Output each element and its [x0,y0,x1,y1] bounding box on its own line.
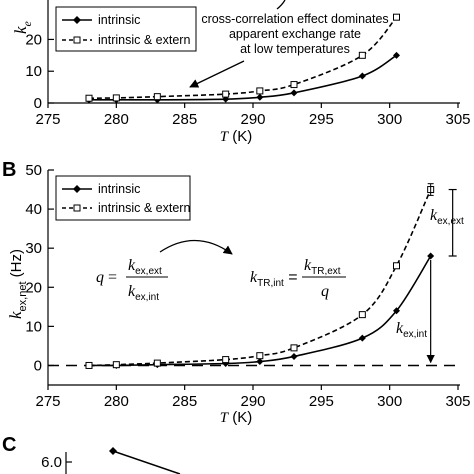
legend-extern-marker [73,204,81,212]
legend-extern-marker [73,36,81,44]
legend-intrinsic-marker [73,16,81,24]
panel-b-intrinsic-point [427,252,435,260]
panel-a-intrinsic-point [290,89,298,97]
panel-a-legend-extern: intrinsic & extern [98,33,190,47]
chart-panel-c: C 6.0 [2,434,181,474]
panel-b-x-tick-label: 275 [35,393,60,410]
formula-q-lhs: q = [96,269,117,286]
panel-a-extern-point [256,87,264,95]
annotation-line-3: at low temperatures [240,42,350,56]
panel-a-extern-point [393,13,400,21]
panel-a-y-tick-label: 0 [34,95,42,112]
panel-b-x-label: T (K) [220,409,253,426]
panel-a-extern-point [85,94,93,102]
panel-b-y-tick-label: 50 [25,162,42,179]
panel-b-extern-point [290,344,298,352]
panel-a-extern-point [358,51,366,59]
chart-panel-b: B kex,net (Hz) 0 10 20 30 40 50 275 280 285 290 2… [2,159,471,426]
panel-b-extern-point [358,311,366,319]
formula-transition-arrow [159,239,233,255]
formula-q: q = kex,ext kex,int [96,257,168,303]
annotation-curve-tail [276,0,286,10]
panel-b-x-tick-label: 280 [104,393,129,410]
panel-b-extern-point [85,361,93,369]
panel-b-extern-point [222,356,230,364]
panel-b-intrinsic-point [290,352,298,360]
panel-a-x-tick-label: 290 [240,111,265,128]
panel-a-x-label: T (K) [220,128,253,145]
panel-b-difference-brackets [426,188,457,364]
panel-c-point [109,447,117,455]
panel-b-x-tick-label: 305 [445,393,470,410]
panel-b-label: B [2,159,16,181]
panel-a-x-tick-label: 300 [377,111,402,128]
annotation-arrow [189,60,245,88]
panel-c-series-line [112,450,181,474]
annotation-line-1: cross-correlation effect dominates [201,12,388,26]
panel-b-x-tick-label: 295 [309,393,334,410]
label-k-ex-ext: kex,ext [430,207,464,227]
panel-a-series-intrinsic-line [89,54,397,101]
chart-panel-a: ke 0 10 20 275 280 285 290 295 300 305 T (K) int… [11,0,471,145]
panel-b-extern-point [112,361,120,369]
panel-a-series-extern-line [88,16,398,100]
panel-b-x-tick-label: 290 [240,393,265,410]
panel-a-legend-intrinsic: intrinsic [98,13,140,27]
panel-a-extern-point [290,81,298,89]
formula-q-denominator: kex,int [128,283,159,303]
panel-b-intrinsic-point [393,307,400,315]
panel-b-y-tick-label: 30 [25,240,42,257]
panel-a-legend-box [55,6,197,52]
legend-intrinsic-marker [73,185,81,193]
panel-b-extern-point [393,262,400,270]
panel-b-legend-intrinsic: intrinsic [98,182,140,196]
panel-a-x-tick-label: 305 [445,111,470,128]
panel-a-extern-point [222,90,230,98]
panel-a-intrinsic-point [256,93,264,101]
panel-a-x-tick-label: 285 [172,111,197,128]
formula-q-numerator: kex,ext [128,257,162,277]
panel-a-y-label: ke [11,20,34,34]
panel-a-y-tick-label: 10 [25,63,42,80]
panel-b-x-tick-label: 300 [377,393,402,410]
formula-ktr-numerator: kTR,ext [304,257,341,277]
panel-c-y-tick-label: 6.0 [41,454,62,471]
formula-ktr-lhs: kTR,int = [250,269,298,289]
panel-b-legend: intrinsic intrinsic & extern [55,175,191,221]
panel-b-legend-box [55,175,191,221]
panel-b-extern-point [153,359,161,367]
panel-b-y-tick-label: 0 [34,357,42,374]
panel-a-legend: intrinsic intrinsic & extern [55,6,197,52]
panel-b-extern-point [256,352,264,360]
panel-b-intrinsic-point [358,334,366,342]
formula-ktr-denominator: q [321,283,329,300]
panel-b-legend-extern: intrinsic & extern [98,201,190,215]
panel-b-y-tick-label: 40 [25,201,42,218]
panel-a-extern-point [112,94,120,102]
panel-a-y-tick-label: 20 [25,31,42,48]
panel-a-annotation: cross-correlation effect dominates appar… [189,0,389,88]
panel-b-x-tick-label: 285 [172,393,197,410]
formula-ktr: kTR,int = kTR,ext q [250,257,346,300]
panel-b-y-tick-label: 20 [25,279,42,296]
panel-a-intrinsic-point [393,51,400,59]
panel-b-y-tick-label: 10 [25,318,42,335]
panel-a-intrinsic-point [358,72,366,80]
label-k-ex-int: kex,int [396,320,427,340]
panel-c-label: C [2,434,16,456]
panel-a-x-tick-label: 275 [35,111,60,128]
panel-a-x-tick-label: 295 [309,111,334,128]
panel-b-intrinsic-point [256,358,264,366]
panel-a-x-tick-label: 280 [104,111,129,128]
panel-b-y-label: kex,net (Hz) [6,249,29,319]
annotation-line-2: apparent exchange rate [229,27,361,41]
panel-a-extern-point [153,93,161,101]
